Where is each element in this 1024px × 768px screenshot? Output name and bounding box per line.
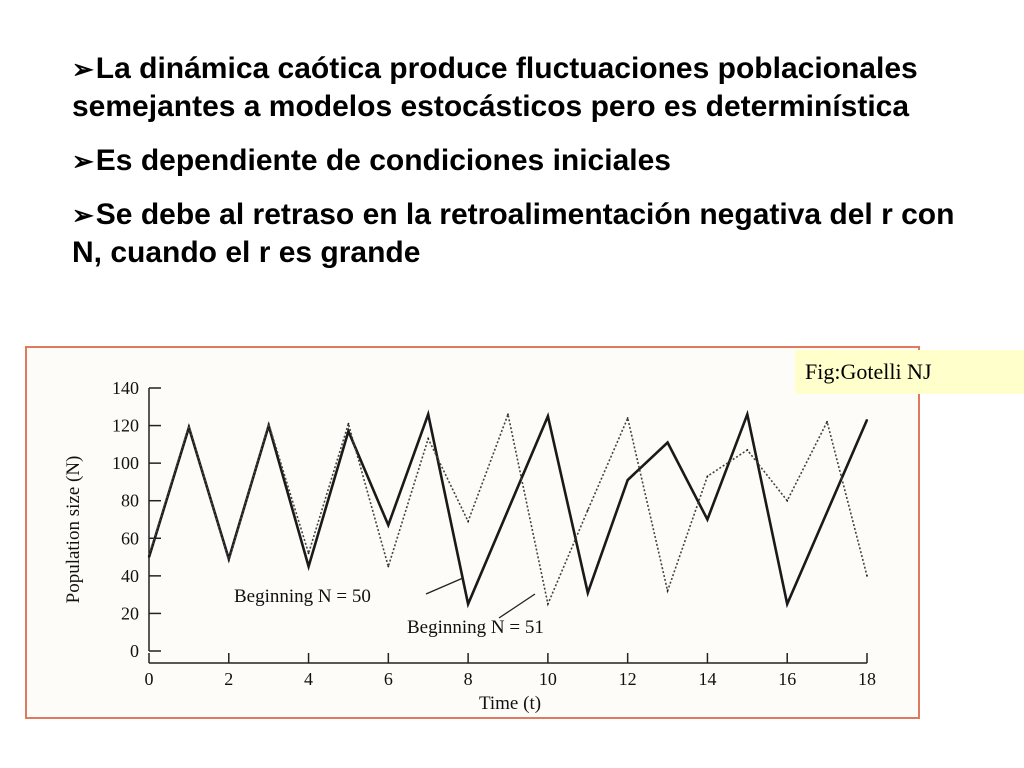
y-tick-label: 140 (112, 378, 139, 398)
series-line-n50 (147, 409, 869, 609)
y-axis-label: Population size (N) (63, 456, 84, 604)
point-n50 (347, 430, 350, 433)
x-tick-label: 4 (304, 669, 313, 689)
point-n50 (626, 479, 629, 481)
point-n50 (866, 419, 868, 421)
arrow-bullet-icon: ➢ (72, 146, 94, 176)
point-n51 (706, 475, 709, 478)
x-tick-label: 0 (145, 669, 154, 689)
bullet-text: Se debe al retraso en la retroalimentaci… (72, 198, 955, 269)
point-n50 (307, 565, 310, 568)
y-tick-label: 40 (121, 566, 139, 586)
point-n50 (826, 511, 829, 513)
point-n50 (666, 441, 669, 444)
point-n51 (866, 574, 868, 577)
chart-figure: 0 20 40 60 80 100 120 140 0 2 4 6 8 10 12 14 16 18 Time (t… (25, 346, 920, 719)
y-tick-label: 60 (121, 528, 139, 548)
x-tick-label: 6 (384, 669, 393, 689)
y-tick-label: 80 (121, 491, 139, 511)
x-tick-label: 18 (858, 669, 876, 689)
y-tick-label: 20 (121, 603, 139, 623)
bullet-text: Es dependiente de condiciones iniciales (95, 144, 671, 177)
y-tick-label: 100 (112, 453, 139, 473)
population-chart: 0 20 40 60 80 100 120 140 0 2 4 6 8 10 12 14 16 18 Time (t… (63, 378, 876, 714)
leader-line-n50 (425, 577, 464, 595)
point-n51 (826, 420, 829, 423)
figure-credit: Fig:Gotelli NJ (795, 350, 1024, 394)
bullet-list: ➢La dinámica caótica produce fluctuacion… (72, 50, 972, 288)
leader-line-n51 (498, 593, 536, 619)
point-n51 (586, 509, 589, 512)
point-n51 (307, 552, 310, 555)
point-n50 (746, 413, 749, 416)
point-n51 (467, 520, 470, 523)
point-n51 (267, 422, 270, 425)
point-n51 (387, 565, 390, 568)
point-n51 (786, 499, 789, 502)
annotation-n50: Beginning N = 50 (234, 586, 371, 607)
y-tick-label: 0 (130, 641, 139, 661)
y-tick-label: 120 (112, 416, 139, 436)
point-n50 (427, 413, 430, 416)
point-n50 (586, 591, 589, 594)
x-tick-label: 10 (539, 669, 557, 689)
bullet-text: La dinámica caótica produce fluctuacione… (72, 52, 918, 123)
point-n50 (507, 509, 509, 512)
point-n51 (187, 424, 190, 427)
arrow-bullet-icon: ➢ (72, 54, 94, 84)
point-n50 (387, 524, 390, 527)
bullet-item: ➢Se debe al retraso en la retroalimentac… (72, 196, 972, 272)
point-n50 (467, 603, 470, 605)
point-n51 (347, 422, 350, 425)
point-n51 (227, 559, 230, 562)
point-n50 (786, 603, 789, 605)
x-tick-label: 12 (619, 669, 637, 689)
x-tick-label: 14 (698, 669, 716, 689)
point-n51 (666, 589, 669, 592)
x-tick-label: 16 (778, 669, 796, 689)
x-axis-label: Time (t) (479, 693, 541, 714)
point-n51 (148, 554, 150, 557)
point-n50 (227, 558, 230, 560)
annotation-n51: Beginning N = 51 (407, 617, 544, 638)
x-tick-label: 2 (224, 669, 233, 689)
point-n50 (546, 415, 549, 418)
bullet-item: ➢La dinámica caótica produce fluctuacion… (72, 50, 972, 126)
x-tick-label: 8 (464, 669, 473, 689)
bullet-item: ➢Es dependiente de condiciones iniciales (72, 142, 972, 180)
point-n51 (507, 413, 509, 416)
point-n51 (626, 417, 629, 419)
arrow-bullet-icon: ➢ (72, 200, 94, 230)
point-n50 (148, 556, 150, 558)
point-n51 (546, 603, 549, 605)
point-n50 (706, 518, 709, 521)
point-n51 (427, 437, 430, 440)
point-n51 (746, 449, 749, 451)
